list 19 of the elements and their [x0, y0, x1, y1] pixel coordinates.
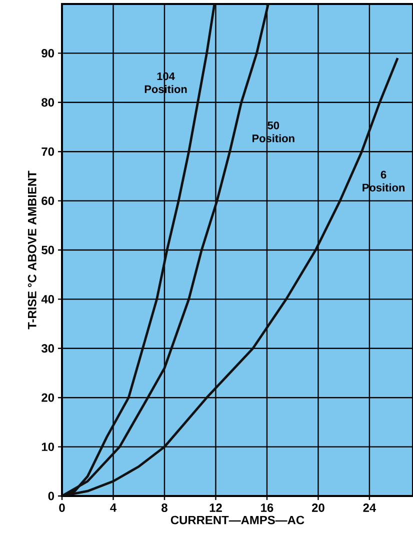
x-tick-label: 16 [261, 504, 274, 512]
y-tick-label: 60 [42, 196, 54, 206]
x-tick-label: 24 [363, 504, 376, 512]
x-tick-label: 12 [210, 504, 222, 512]
y-tick-label: 70 [42, 147, 54, 156]
x-tick-label: 8 [162, 504, 168, 512]
y-tick-label: 0 [48, 492, 54, 500]
x-tick-label: 4 [110, 504, 116, 512]
y-tick-label: 40 [41, 294, 54, 304]
x-axis-title: CURRENT—AMPS—AC [170, 516, 304, 524]
x-tick-label: 0 [59, 504, 65, 512]
x-tick-label: 20 [312, 504, 324, 512]
y-tick-label: 80 [42, 98, 54, 107]
y-tick-label: 50 [42, 246, 54, 254]
y-axis-title: T-RISE °C ABOVE AMBIENT [28, 170, 36, 330]
y-tick-label: 20 [42, 393, 54, 402]
y-tick-label: 90 [42, 48, 54, 58]
y-tick-label: 30 [41, 344, 54, 353]
y-tick-label: 10 [42, 442, 54, 452]
